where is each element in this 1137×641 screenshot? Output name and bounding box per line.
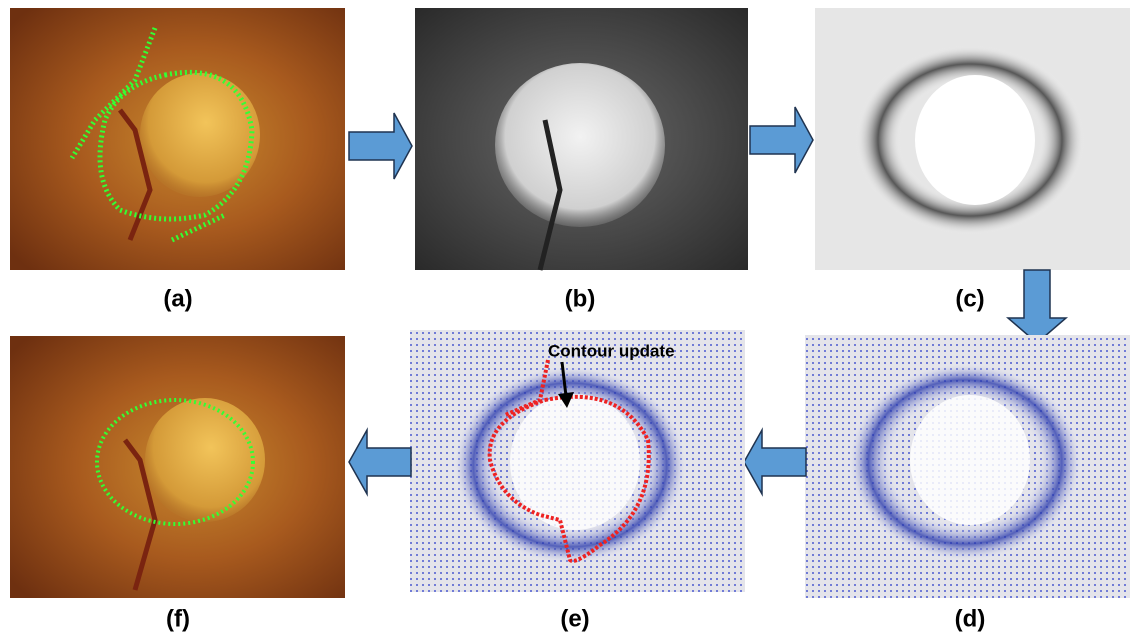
panel-label: (c) <box>955 285 984 312</box>
annotation: Contour update <box>548 341 675 360</box>
arrow <box>349 113 412 179</box>
panel-label: (d) <box>955 605 986 632</box>
arrow <box>349 430 411 494</box>
panel-label: (a) <box>163 285 192 312</box>
panel-label: (b) <box>565 285 596 312</box>
panel-d <box>805 335 1130 598</box>
figure: (a) (b) (c) (d) Contour update (e) <box>0 0 1137 636</box>
arrow <box>744 430 806 494</box>
panel-label: (f) <box>166 605 190 632</box>
panel-e: Contour update <box>410 330 745 592</box>
panel-f <box>10 336 345 598</box>
arrow <box>750 107 813 173</box>
panel-c <box>815 8 1130 270</box>
panel-b <box>415 8 748 270</box>
arrow <box>1008 270 1066 343</box>
panel-label: (e) <box>560 605 589 632</box>
panel-a <box>10 8 345 270</box>
